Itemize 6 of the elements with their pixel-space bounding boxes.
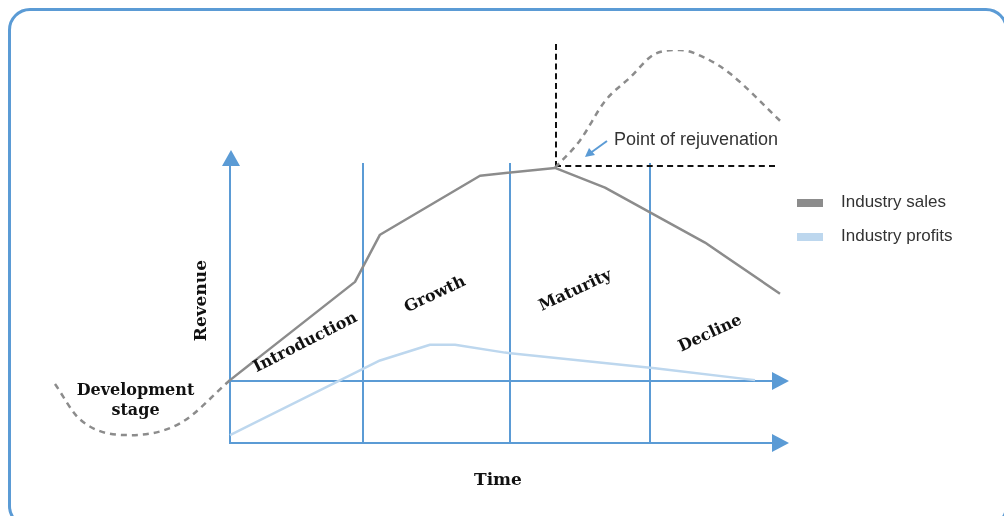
y-axis-title: Revenue <box>189 260 211 342</box>
legend-label: Industry sales <box>840 192 946 212</box>
legend-label: Industry profits <box>840 226 953 246</box>
annotation: Point of rejuvenation <box>614 128 779 151</box>
x-axis-title: Time <box>474 469 522 491</box>
annotation: Development stage <box>75 380 196 420</box>
